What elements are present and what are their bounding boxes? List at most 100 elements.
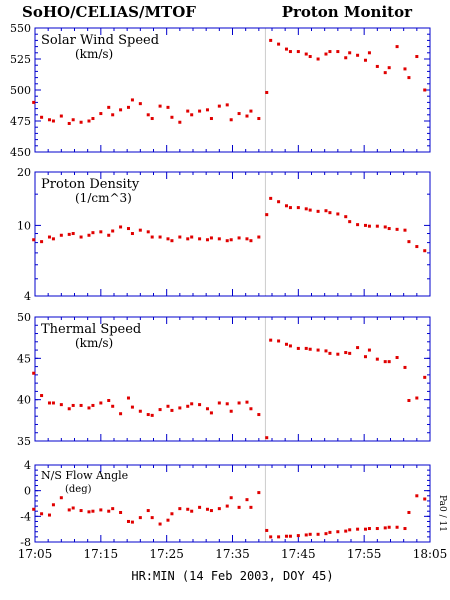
data-point xyxy=(344,215,348,219)
data-point xyxy=(47,118,51,122)
data-point xyxy=(288,344,292,348)
data-point xyxy=(71,506,75,510)
data-point xyxy=(217,104,221,108)
data-point xyxy=(367,224,371,228)
data-point xyxy=(277,200,281,204)
data-point xyxy=(158,522,162,526)
data-point xyxy=(249,407,253,411)
data-point xyxy=(190,402,194,406)
data-point xyxy=(304,346,308,350)
data-point xyxy=(71,403,75,407)
data-point xyxy=(87,119,91,123)
data-point xyxy=(87,406,91,410)
data-point xyxy=(40,512,44,516)
data-point xyxy=(146,413,150,417)
data-point xyxy=(209,509,213,513)
x-tick-label: 17:35 xyxy=(215,547,250,561)
data-point xyxy=(198,505,202,509)
data-point xyxy=(269,338,273,342)
data-point xyxy=(265,436,269,440)
y-tick-label: 10 xyxy=(17,219,31,232)
data-point xyxy=(32,100,36,104)
data-point xyxy=(166,404,170,408)
data-point xyxy=(367,527,371,531)
data-point xyxy=(209,117,213,121)
data-point xyxy=(284,534,288,538)
data-point xyxy=(356,527,360,531)
data-point xyxy=(284,342,288,346)
data-point xyxy=(158,104,162,108)
data-point xyxy=(67,232,71,236)
data-point xyxy=(363,223,367,227)
data-point xyxy=(119,225,123,229)
data-point xyxy=(407,510,411,514)
data-point xyxy=(40,394,44,398)
data-point xyxy=(316,57,320,61)
data-point xyxy=(395,45,399,49)
data-point xyxy=(170,115,174,119)
data-point xyxy=(387,227,391,231)
data-point xyxy=(138,516,142,520)
data-point xyxy=(51,503,55,507)
data-point xyxy=(245,400,249,404)
data-point xyxy=(79,403,83,407)
data-point xyxy=(59,114,63,118)
panel-unit: (deg) xyxy=(65,484,92,495)
data-point xyxy=(407,398,411,402)
data-point xyxy=(146,509,150,513)
data-point xyxy=(265,528,269,532)
x-tick-label: 17:45 xyxy=(281,547,316,561)
data-point xyxy=(304,52,308,56)
data-point xyxy=(119,108,123,112)
data-point xyxy=(119,510,123,514)
data-point xyxy=(363,355,367,359)
data-point xyxy=(51,237,55,241)
data-point xyxy=(91,403,95,407)
data-point xyxy=(229,118,233,122)
data-point xyxy=(150,235,154,239)
data-point xyxy=(99,401,103,405)
data-point xyxy=(269,196,273,200)
data-point xyxy=(107,509,111,513)
y-tick-label: 4 xyxy=(24,290,31,303)
y-tick-label: -8 xyxy=(20,536,31,549)
data-point xyxy=(356,346,360,350)
data-point xyxy=(328,211,332,215)
data-point xyxy=(257,117,261,121)
data-point xyxy=(288,50,292,54)
y-tick-label: 500 xyxy=(10,84,31,97)
data-point xyxy=(324,209,328,213)
data-point xyxy=(336,530,340,534)
data-point xyxy=(296,346,300,350)
data-point xyxy=(217,401,221,405)
y-tick-label: 50 xyxy=(17,311,31,324)
data-point xyxy=(99,112,103,116)
data-point xyxy=(146,230,150,234)
y-tick-label: 45 xyxy=(17,352,31,365)
data-point xyxy=(296,50,300,54)
data-point xyxy=(237,112,241,116)
data-point xyxy=(336,212,340,216)
header-monitor-title: Proton Monitor xyxy=(281,3,412,21)
data-point xyxy=(91,117,95,121)
data-point xyxy=(32,507,36,511)
data-point xyxy=(67,508,71,512)
data-point xyxy=(198,403,202,407)
x-tick-label: 17:15 xyxy=(84,547,119,561)
data-point xyxy=(324,349,328,353)
data-point xyxy=(130,405,134,409)
data-point xyxy=(367,348,371,352)
data-point xyxy=(126,519,130,523)
data-point xyxy=(150,413,154,417)
data-point xyxy=(328,351,332,355)
y-tick-label: 0 xyxy=(24,485,31,498)
data-point xyxy=(51,119,55,123)
data-point xyxy=(186,109,190,113)
data-point xyxy=(190,113,194,117)
data-point xyxy=(67,407,71,411)
data-point xyxy=(32,238,36,242)
data-point xyxy=(367,51,371,55)
data-point xyxy=(265,213,269,217)
data-point xyxy=(284,204,288,208)
